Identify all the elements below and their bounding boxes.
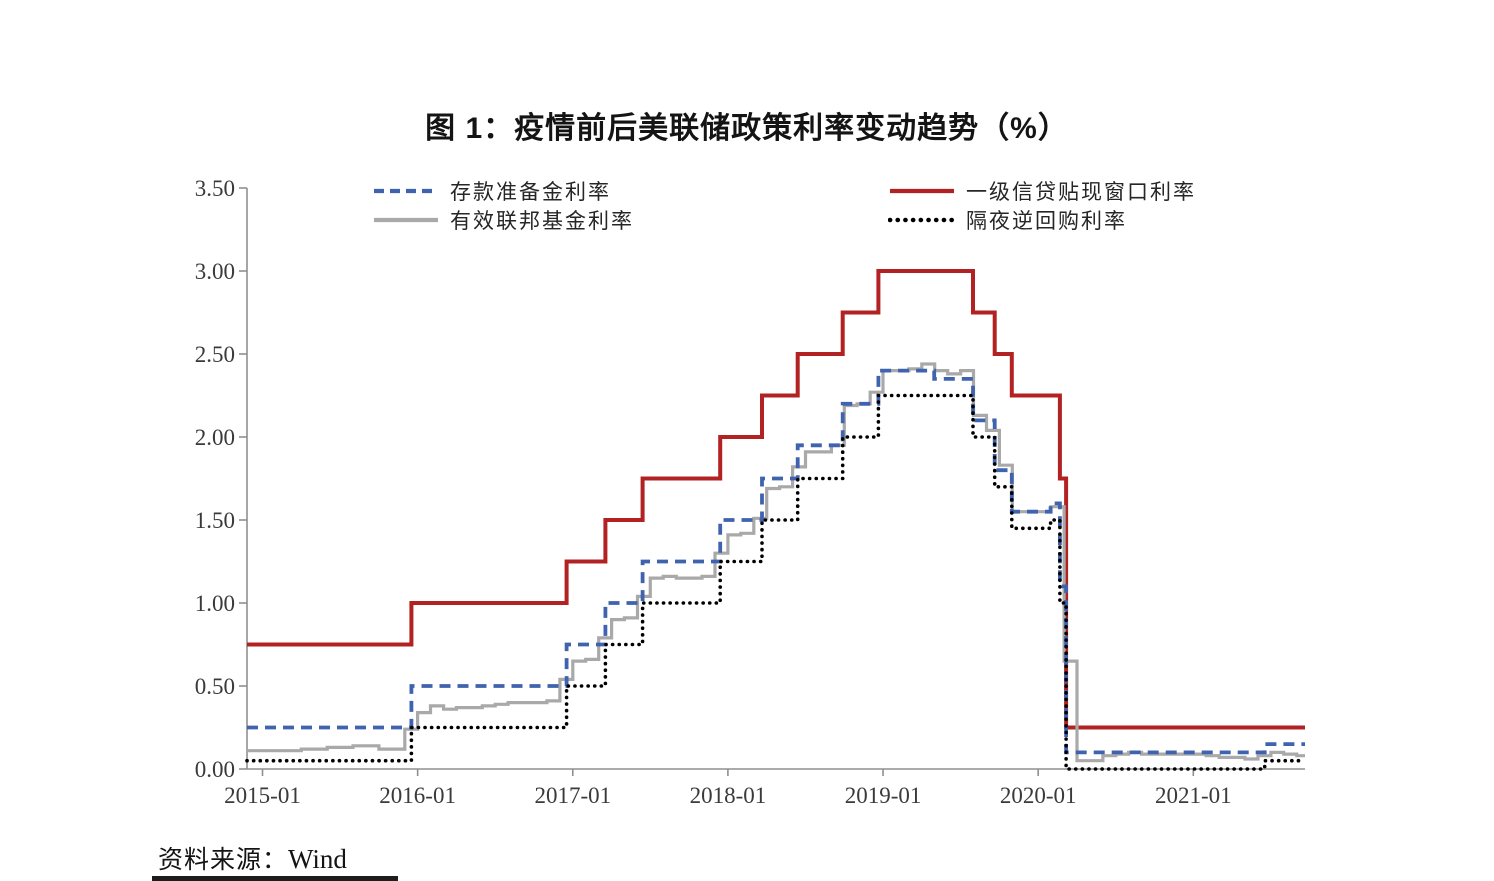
legend-item-effective-fed-funds-rate: 有效联邦基金利率 [372,209,634,233]
legend-line-dotted-black-icon [888,217,956,223]
x-tick-label: 2016-01 [379,783,456,808]
y-tick-label: 1.00 [195,591,235,616]
legend-item-deposit-reserve-rate: 存款准备金利率 [372,180,611,204]
x-tick-label: 2019-01 [845,783,922,808]
x-tick-label: 2020-01 [1000,783,1077,808]
y-tick-label: 3.50 [195,176,235,201]
legend-item-primary-credit-discount-rate: 一级信贷贴现窗口利率 [888,180,1196,204]
legend-line-dashed-blue-icon [374,188,438,194]
chart-title: 图 1：疫情前后美联储政策利率变动趋势（%） [425,112,1069,145]
y-tick-label: 1.50 [195,508,235,533]
x-tick-label: 2018-01 [690,783,767,808]
series-line-effective-fed-funds-rate [247,362,1305,763]
legend-label-overnight-reverse-repo-rate: 隔夜逆回购利率 [966,209,1127,233]
y-tick-label: 2.00 [195,425,235,450]
y-tick-label: 0.00 [195,757,235,782]
data-source-label: 资料来源： [158,847,289,874]
legend-label-deposit-reserve-rate: 存款准备金利率 [450,180,611,204]
legend-line-solid-gray-icon [374,217,438,223]
data-source-note: 资料来源：Wind [158,840,347,876]
legend-item-overnight-reverse-repo-rate: 隔夜逆回购利率 [888,209,1127,233]
x-tick-label: 2021-01 [1155,783,1232,808]
bottom-divider [152,876,398,881]
series-line-overnight-reverse-repo-rate [245,393,1307,771]
y-tick-label: 2.50 [195,342,235,367]
y-tick-label: 3.00 [195,259,235,284]
series-line-primary-credit-discount-rate [247,269,1305,730]
legend-label-primary-credit-discount-rate: 一级信贷贴现窗口利率 [966,180,1196,204]
legend-label-effective-fed-funds-rate: 有效联邦基金利率 [450,209,634,233]
legend-line-solid-red-icon [890,188,954,194]
x-tick-label: 2017-01 [534,783,611,808]
x-tick-label: 2015-01 [224,783,301,808]
series-line-deposit-reserve-rate [247,368,1305,755]
data-source-value: Wind [288,844,347,874]
y-tick-label: 0.50 [195,674,235,699]
